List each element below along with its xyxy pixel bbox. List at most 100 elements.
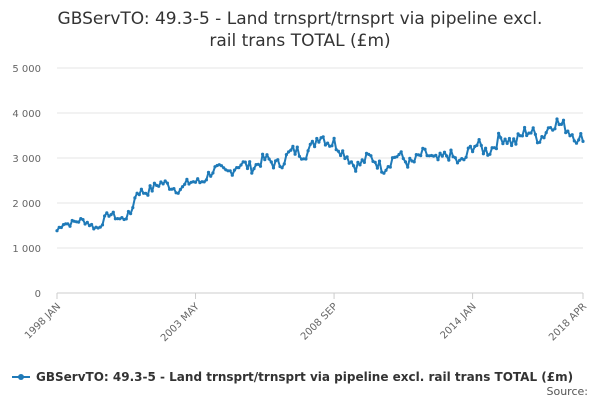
data-point <box>442 150 447 154</box>
data-point <box>490 146 494 150</box>
data-point <box>124 217 128 221</box>
data-point <box>180 185 185 189</box>
data-point <box>258 164 263 168</box>
data-point <box>544 131 548 135</box>
data-point <box>148 184 152 188</box>
data-point <box>399 150 403 154</box>
data-point <box>317 140 321 144</box>
data-point <box>159 180 163 184</box>
data-point <box>105 211 109 215</box>
data-point <box>523 125 527 130</box>
data-point <box>468 144 472 148</box>
data-point <box>265 153 269 157</box>
data-point <box>306 149 310 153</box>
data-point <box>269 160 273 164</box>
data-point <box>289 148 293 152</box>
data-point <box>187 182 191 186</box>
data-point <box>455 161 460 165</box>
data-point <box>85 220 89 224</box>
data-point <box>157 184 161 188</box>
data-point <box>434 153 438 157</box>
data-point <box>395 155 399 159</box>
x-axis: 1998 JAN 2003 MAY 2008 SEP 2014 JAN 2018 APR <box>23 293 589 344</box>
data-point <box>401 156 405 161</box>
data-point <box>202 180 206 184</box>
data-point <box>458 158 462 162</box>
data-point <box>133 196 137 200</box>
data-point <box>362 160 366 164</box>
data-point <box>120 216 124 220</box>
y-axis: 0 1 000 2 000 3 000 4 000 5 000 <box>12 64 41 300</box>
data-point <box>406 165 410 169</box>
x-tick-label: 2018 APR <box>547 301 589 343</box>
data-point <box>77 220 81 224</box>
data-point <box>126 209 130 214</box>
y-tick-label: 4 000 <box>12 109 41 120</box>
data-point <box>59 225 63 230</box>
data-point <box>382 171 386 175</box>
data-point <box>137 193 141 197</box>
data-point <box>559 122 564 126</box>
data-point <box>219 164 224 168</box>
data-point <box>525 133 529 138</box>
data-point <box>66 222 70 226</box>
data-point <box>505 141 509 145</box>
legend-series-label[interactable]: GBServTO: 49.3-5 - Land trnsprt/trnsprt … <box>36 370 573 384</box>
data-point <box>172 187 176 191</box>
data-point <box>209 174 213 178</box>
data-point <box>232 168 237 172</box>
data-point <box>144 191 148 195</box>
data-point <box>111 210 115 214</box>
data-point <box>245 166 250 171</box>
data-point <box>193 180 198 184</box>
data-point <box>271 166 276 170</box>
data-point <box>533 132 538 136</box>
data-point <box>339 153 343 158</box>
x-tick-label: 1998 JAN <box>23 301 63 341</box>
data-point <box>475 143 479 147</box>
data-point <box>501 142 505 146</box>
data-point <box>516 132 520 136</box>
y-tick-label: 5 000 <box>12 64 41 75</box>
data-point <box>297 154 301 158</box>
data-point <box>228 169 232 173</box>
data-point <box>295 145 299 149</box>
chart-title-line-1: GBServTO: 49.3-5 - Land trnsprt/trnsprt … <box>58 9 543 29</box>
data-point <box>100 223 105 227</box>
source-label: Source: <box>547 385 589 398</box>
data-point <box>313 145 317 149</box>
data-point <box>146 193 150 197</box>
data-point <box>352 164 356 168</box>
data-point <box>377 159 382 163</box>
x-tick-label: 2008 SEP <box>299 301 340 342</box>
data-point <box>222 166 226 170</box>
data-point <box>494 147 498 151</box>
data-point <box>276 158 280 162</box>
data-point <box>419 154 423 158</box>
data-point <box>447 158 451 162</box>
data-point <box>90 222 94 227</box>
data-point <box>252 167 256 171</box>
data-point <box>176 191 180 195</box>
data-point <box>354 169 358 173</box>
data-point <box>183 182 187 186</box>
data-point <box>360 158 364 162</box>
data-point <box>514 142 518 146</box>
data-point <box>548 126 553 130</box>
data-point <box>310 139 314 143</box>
data-point <box>538 140 542 144</box>
data-point <box>440 154 444 158</box>
data-point <box>373 160 377 164</box>
data-point <box>466 146 470 150</box>
data-point <box>403 160 408 164</box>
data-point <box>555 117 559 121</box>
gridlines <box>57 67 583 294</box>
chart-title-line-2: rail trans TOTAL (£m) <box>209 31 390 51</box>
legend[interactable]: GBServTO: 49.3-5 - Land trnsprt/trnsprt … <box>12 370 573 384</box>
data-point <box>438 151 442 155</box>
series-layer <box>55 117 585 233</box>
data-point <box>256 162 260 166</box>
data-point <box>436 158 440 162</box>
data-point <box>581 139 585 143</box>
